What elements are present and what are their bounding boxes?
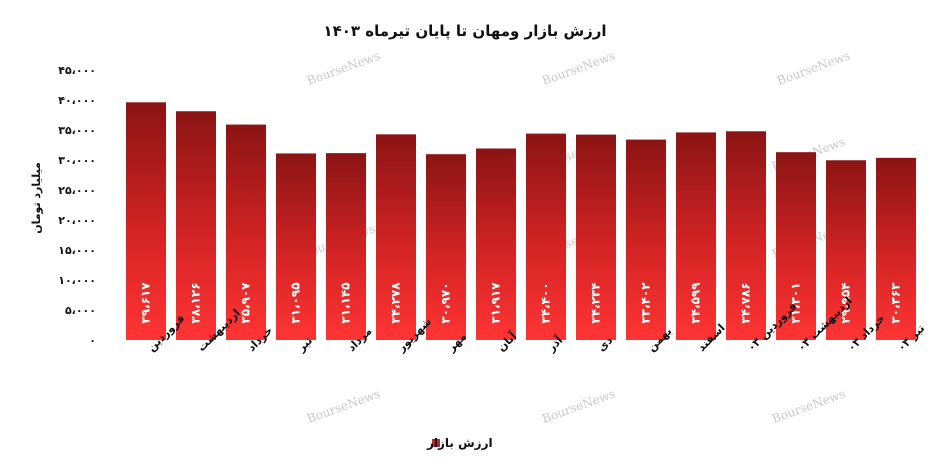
- bars-group: [126, 102, 916, 340]
- legend: ارزش بازار: [426, 436, 493, 450]
- bar: [676, 132, 716, 340]
- y-axis-label: میلیارد تومان: [30, 162, 43, 234]
- watermark-text: BourseNews: [540, 387, 617, 426]
- data-label: ۳۰،۳۶۳: [889, 282, 903, 324]
- data-labels-group: ۳۹،۶۱۷ ۳۸،۱۲۶ ۳۵،۹۰۷ ۳۱،۰۹۵ ۳۱،۱۴۵ ۳۴،۲۷۸ ۳۰،۹…: [139, 282, 903, 324]
- bar: [476, 148, 516, 340]
- y-tick-label: ۰: [89, 334, 96, 347]
- data-label: ۳۱،۱۴۵: [339, 282, 353, 323]
- bar: [876, 157, 916, 340]
- data-label: ۳۴،۲۳۴: [589, 282, 603, 323]
- data-label: ۳۴،۲۷۸: [389, 282, 403, 324]
- bar: [376, 134, 416, 340]
- y-tick-label: ۱۰،۰۰۰: [58, 274, 96, 287]
- bar: [326, 153, 366, 340]
- data-label: ۳۴،۷۸۶: [739, 282, 753, 323]
- bar: [576, 134, 616, 340]
- watermark-text: BourseNews: [770, 387, 847, 426]
- chart-title: ارزش بازار ومهان تا پایان تیرماه ۱۴۰۳: [323, 22, 606, 41]
- data-label: ۳۴،۵۹۹: [689, 282, 703, 324]
- watermark-text: BourseNews: [540, 49, 617, 88]
- y-tick-label: ۱۵،۰۰۰: [58, 244, 96, 257]
- y-tick-label: ۴۰،۰۰۰: [58, 94, 96, 107]
- bar: [176, 111, 216, 340]
- bar: [626, 139, 666, 340]
- data-label: ۳۹،۶۱۷: [139, 282, 153, 324]
- legend-swatch: [432, 439, 440, 447]
- bar: [826, 160, 866, 340]
- y-tick-label: ۲۵،۰۰۰: [58, 184, 96, 197]
- y-tick-label: ۳۰،۰۰۰: [58, 154, 96, 167]
- bar: [276, 153, 316, 340]
- data-label: ۳۰،۹۷۰: [439, 282, 453, 323]
- data-label: ۳۴،۴۰۰: [539, 282, 553, 323]
- bar: [726, 131, 766, 340]
- data-label: ۳۸،۱۲۶: [189, 282, 203, 323]
- bar: [776, 152, 816, 340]
- y-tick-label: ۵،۰۰۰: [65, 304, 96, 317]
- y-tick-label: ۳۵،۰۰۰: [58, 124, 96, 137]
- watermark-text: BourseNews: [775, 49, 852, 88]
- data-label: ۳۱،۰۹۵: [289, 282, 303, 323]
- watermark-text: BourseNews: [305, 387, 382, 426]
- bar: [526, 133, 566, 340]
- legend-label: ارزش بازار: [426, 436, 493, 450]
- y-axis-ticks: ۰ ۵،۰۰۰ ۱۰،۰۰۰ ۱۵،۰۰۰ ۲۰،۰۰۰ ۲۵،۰۰۰ ۳۰،۰۰۰ ۳۵،۰…: [58, 64, 96, 347]
- data-label: ۲۹،۹۵۴: [839, 282, 853, 323]
- data-label: ۳۱،۳۰۱: [789, 282, 803, 323]
- data-label: ۳۳،۴۰۲: [639, 282, 653, 324]
- data-label: ۳۵،۹۰۷: [239, 282, 253, 324]
- bar: [426, 154, 466, 340]
- y-tick-label: ۴۵،۰۰۰: [58, 64, 96, 77]
- bar: [226, 124, 266, 340]
- y-tick-label: ۲۰،۰۰۰: [58, 214, 96, 227]
- bar: [126, 102, 166, 340]
- data-label: ۳۱،۹۱۷: [489, 282, 503, 324]
- watermark-text: BourseNews: [305, 49, 382, 88]
